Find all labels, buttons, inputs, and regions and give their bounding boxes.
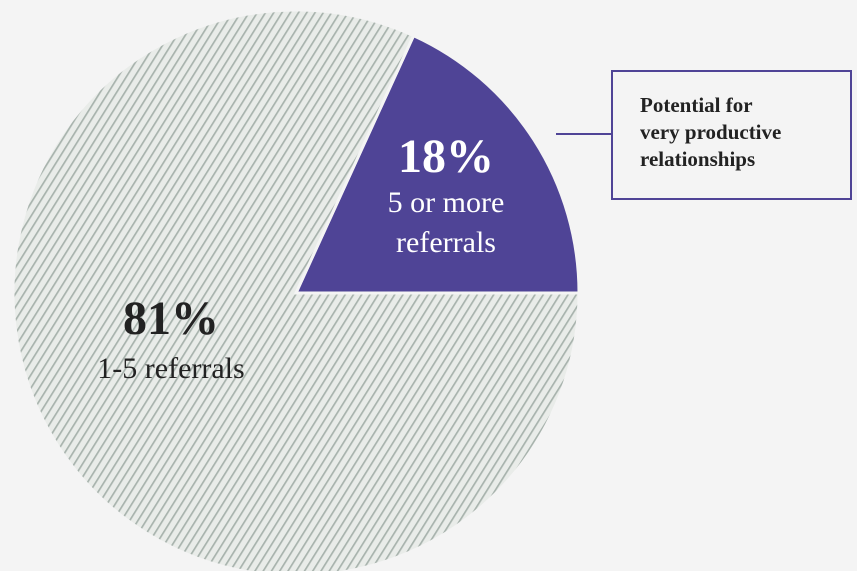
- slice-description-label: referrals: [396, 226, 496, 259]
- slice-description-label: 5 or more: [388, 186, 505, 219]
- callout-text: Potential for very productive relationsh…: [640, 92, 850, 173]
- slice-percent-label: 18%: [398, 130, 494, 183]
- callout-connector-line: [556, 133, 611, 135]
- slice-description-label: 1-5 referrals: [97, 352, 244, 385]
- callout-box: Potential for very productive relationsh…: [611, 70, 852, 200]
- slice-percent-label: 81%: [123, 292, 219, 345]
